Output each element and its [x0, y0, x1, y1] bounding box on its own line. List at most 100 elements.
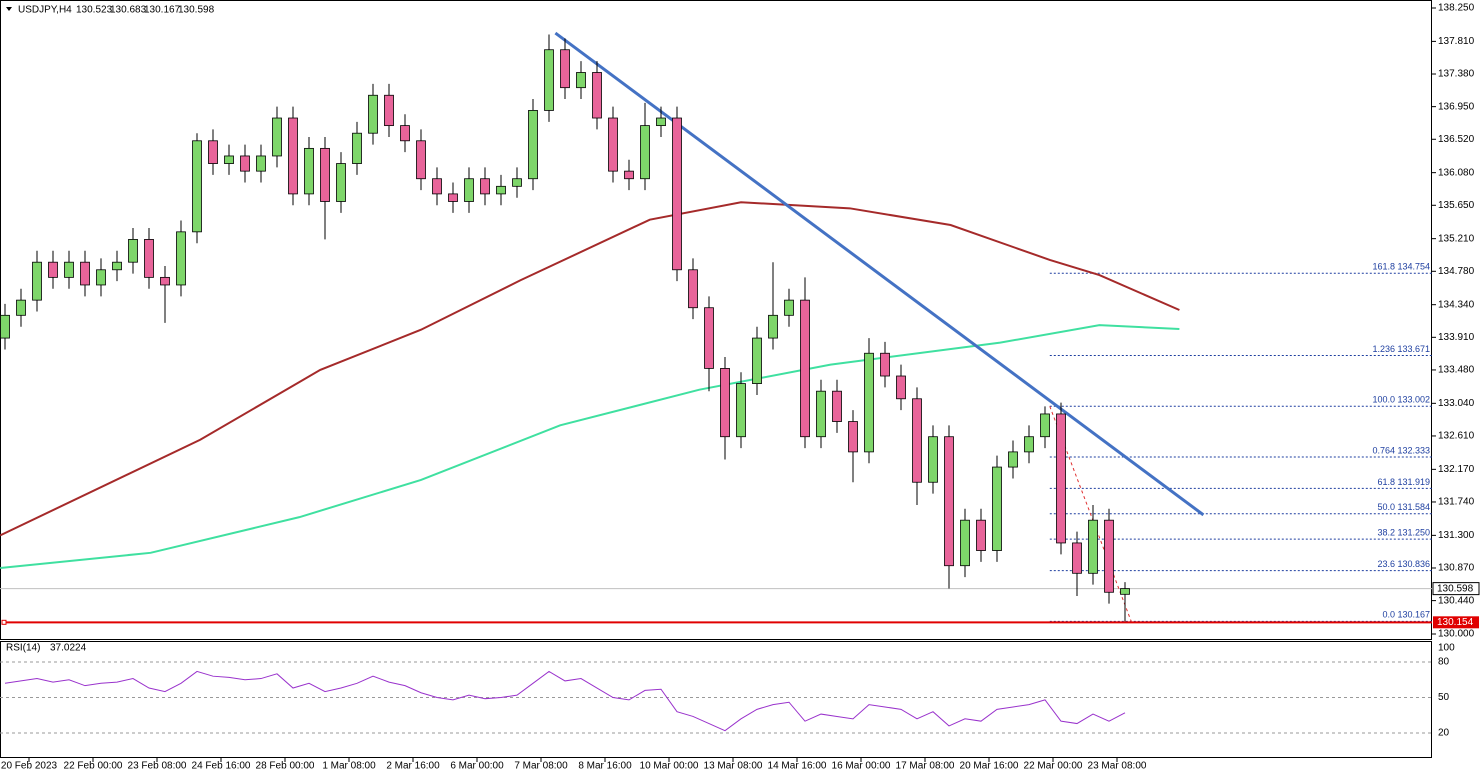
candle-body: [16, 299, 26, 316]
y-tick-label: 138.250: [1438, 3, 1475, 14]
candle-body: [112, 261, 122, 271]
overlay-line: [554, 31, 1205, 517]
fib-label: 38.2 131.250: [1377, 528, 1430, 538]
candle-body: [912, 398, 922, 483]
candle-body: [1088, 519, 1098, 574]
candle-body: [160, 276, 170, 286]
candle-body: [304, 147, 314, 195]
menu-arrow: [6, 7, 12, 11]
ohlc-low: 130.167: [144, 5, 181, 16]
fib-label: 0.764 132.333: [1372, 445, 1430, 455]
candle-body: [400, 125, 410, 142]
candle-body: [1040, 413, 1050, 438]
fib-label: 0.0 130.167: [1382, 610, 1430, 620]
candle-body: [208, 140, 218, 164]
y-tick-label: 20: [1438, 728, 1450, 739]
rsi-title: RSI(14): [6, 643, 40, 654]
fib-label: 61.8 131.919: [1377, 477, 1430, 487]
candle-body: [656, 117, 666, 127]
y-tick-label: 133.040: [1438, 398, 1475, 409]
x-tick-label: 16 Mar 00:00: [832, 761, 891, 772]
candle-body: [592, 72, 602, 119]
y-tick-label: 136.080: [1438, 167, 1475, 178]
candle-body: [512, 178, 522, 187]
support-handle: [1, 619, 7, 625]
fib-label: 100.0 133.002: [1372, 395, 1430, 405]
candle-body: [80, 261, 90, 286]
x-tick-label: 7 Mar 08:00: [514, 761, 568, 772]
candle-body: [224, 155, 234, 164]
y-tick-label: 132.170: [1438, 464, 1475, 475]
candle-body: [1072, 542, 1082, 574]
price-panel: [0, 0, 1432, 640]
x-tick-label: 6 Mar 00:00: [450, 761, 504, 772]
support-price-box: [1433, 616, 1479, 629]
candle-body: [704, 307, 714, 369]
candle-body: [48, 261, 58, 278]
candle-body: [416, 140, 426, 180]
candle-body: [368, 94, 378, 134]
candle-body: [752, 337, 762, 384]
x-tick-label: 23 Mar 08:00: [1088, 761, 1147, 772]
x-tick-label: 28 Feb 00:00: [256, 761, 315, 772]
candle-body: [1024, 436, 1034, 453]
candle-body: [128, 239, 138, 263]
candle-body: [976, 519, 986, 551]
fib-label: 161.8 134.754: [1372, 262, 1430, 272]
candle-body: [576, 72, 586, 89]
x-tick-label: 1 Mar 08:00: [322, 761, 376, 772]
y-tick-label: 130.000: [1438, 629, 1475, 640]
candle-body: [176, 231, 186, 286]
y-tick-label: 136.950: [1438, 101, 1475, 112]
candle-body: [1056, 413, 1066, 544]
y-tick-label: 137.380: [1438, 69, 1475, 80]
fib-label: 23.6 130.836: [1377, 559, 1430, 569]
y-tick-label: 130.870: [1438, 563, 1475, 574]
fib-label: 1.236 133.671: [1372, 344, 1430, 354]
candle-body: [1120, 588, 1130, 595]
overlay-line: [0, 324, 1180, 569]
current-price-box: [1432, 582, 1480, 596]
y-tick-label: 134.340: [1438, 299, 1475, 310]
candle-body: [944, 436, 954, 567]
candle-body: [640, 125, 650, 180]
candle-body: [560, 49, 570, 89]
candle-body: [880, 352, 890, 377]
candle-body: [192, 140, 202, 233]
rsi-value: 37.0224: [50, 643, 87, 654]
x-tick-label: 17 Mar 08:00: [896, 761, 955, 772]
candle-body: [608, 117, 618, 172]
candle-body: [800, 299, 810, 438]
y-tick-label: 131.300: [1438, 530, 1475, 541]
candle-body: [848, 421, 858, 453]
y-tick-label: 134.780: [1438, 266, 1475, 277]
y-tick-label: 135.210: [1438, 233, 1475, 244]
candle-body: [928, 436, 938, 483]
candle-body: [1104, 519, 1114, 593]
candle-body: [352, 132, 362, 164]
candle-body: [960, 519, 970, 567]
candle-body: [288, 117, 298, 195]
x-tick-label: 10 Mar 00:00: [640, 761, 699, 772]
candle-body: [1008, 451, 1018, 468]
y-tick-label: 135.650: [1438, 200, 1475, 211]
candle-body: [496, 185, 506, 195]
ohlc-open: 130.523: [76, 5, 113, 16]
x-tick-label: 14 Mar 16:00: [768, 761, 827, 772]
candle-body: [240, 155, 250, 172]
candle-body: [832, 390, 842, 422]
candle-body: [736, 383, 746, 438]
candle-body: [272, 117, 282, 157]
y-tick-label: 100: [1438, 643, 1455, 654]
fib-label: 50.0 131.584: [1377, 502, 1430, 512]
candle-body: [480, 178, 490, 195]
overlay-line: [0, 201, 1180, 537]
x-tick-label: 22 Mar 00:00: [1024, 761, 1083, 772]
rsi-line: [4, 670, 1126, 732]
x-tick-label: 20 Mar 16:00: [960, 761, 1019, 772]
candle-body: [320, 147, 330, 202]
candle-body: [864, 352, 874, 453]
y-tick-label: 132.610: [1438, 431, 1475, 442]
candle-body: [672, 117, 682, 271]
